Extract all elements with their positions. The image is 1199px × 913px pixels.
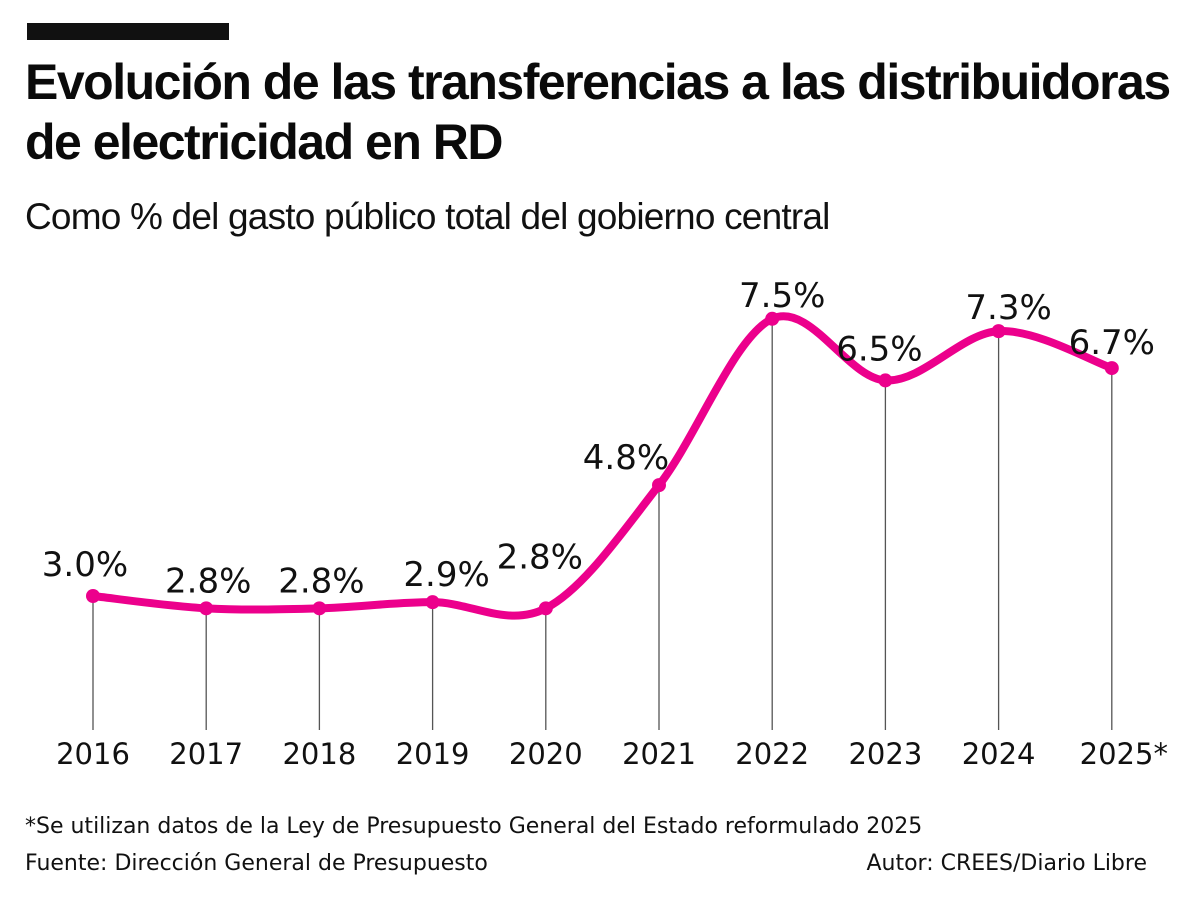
data-label-2020: 2.8% — [497, 537, 583, 577]
data-label-2024: 7.3% — [965, 288, 1051, 328]
data-point-2024 — [991, 324, 1006, 339]
data-point-2025* — [1104, 361, 1119, 376]
chart-subtitle: Como % del gasto público total del gobie… — [25, 196, 830, 237]
data-label-2019: 2.9% — [403, 555, 489, 595]
x-tick-label-2017: 2017 — [169, 737, 243, 771]
x-tick-label-2025*: 2025* — [1080, 737, 1168, 771]
data-point-2021 — [652, 478, 666, 493]
data-label-2017: 2.8% — [165, 561, 251, 601]
x-tick-label-2022: 2022 — [735, 737, 809, 771]
x-tick-label-2023: 2023 — [848, 737, 922, 771]
data-point-2023 — [878, 373, 893, 388]
footnote: *Se utilizan datos de la Ley de Presupue… — [25, 814, 923, 839]
data-label-2016: 3.0% — [42, 545, 128, 585]
x-tick-label-2016: 2016 — [56, 737, 130, 771]
x-tick-label-2021: 2021 — [622, 737, 696, 771]
data-label-2022: 7.5% — [739, 276, 825, 316]
x-tick-label-2020: 2020 — [509, 737, 583, 771]
data-point-2018 — [312, 601, 327, 616]
data-label-2021: 4.8% — [583, 438, 669, 478]
x-tick-label-2019: 2019 — [396, 737, 470, 771]
data-point-2019 — [425, 595, 440, 610]
data-point-2022 — [765, 311, 780, 326]
data-point-2017 — [199, 601, 214, 616]
data-label-2023: 6.5% — [836, 329, 922, 369]
source-note: Fuente: Dirección General de Presupuesto — [25, 851, 488, 876]
header-bar — [27, 23, 229, 40]
x-tick-label-2024: 2024 — [962, 737, 1036, 771]
x-tick-label-2018: 2018 — [282, 737, 356, 771]
data-label-2018: 2.8% — [278, 561, 364, 601]
data-label-2025*: 6.7% — [1069, 323, 1155, 363]
data-point-2020 — [538, 601, 553, 616]
author-note: Autor: CREES/Diario Libre — [866, 851, 1147, 876]
data-point-2016 — [86, 589, 100, 603]
chart-title: Evolución de las transferencias a las di… — [25, 54, 1171, 170]
series-line — [89, 312, 1116, 620]
